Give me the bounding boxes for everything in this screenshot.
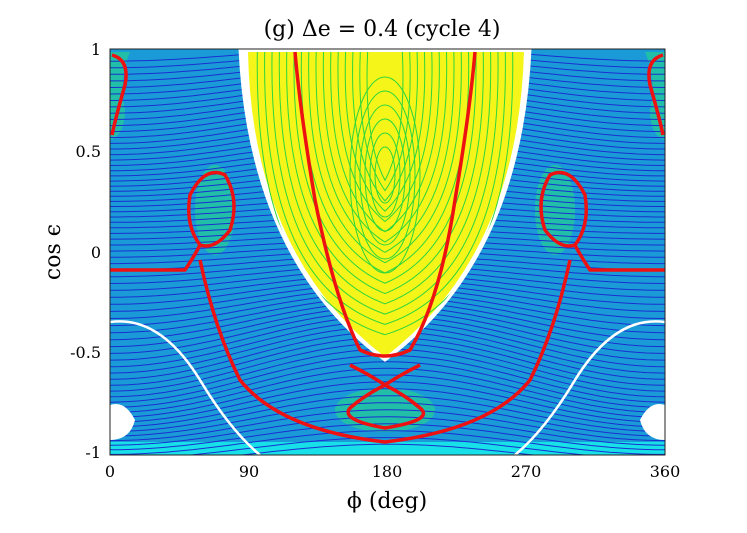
- y-axis-label: cos ϵ: [41, 224, 66, 280]
- green-contour-loop: [374, 146, 396, 204]
- green-contour-line: [271, 51, 499, 315]
- separatrix-top-right: [647, 53, 665, 136]
- green-contour-line: [359, 51, 411, 192]
- white-boundary-bottom-right: [514, 320, 665, 455]
- green-contour-loop: [359, 104, 411, 246]
- green-contour-loop: [364, 118, 406, 232]
- blue-contour-line: [110, 388, 665, 428]
- green-contour-lines: [256, 51, 514, 336]
- separatrix-center-cap: [293, 51, 477, 358]
- x-tick-label: 90: [239, 462, 259, 481]
- separatrix-right-loop: [539, 170, 665, 272]
- blue-contour-line: [110, 423, 665, 451]
- green-contour-line: [256, 51, 514, 336]
- separatrix-bottom-band: [198, 259, 572, 444]
- plot-frame: [109, 48, 666, 456]
- green-contour-line: [322, 51, 448, 243]
- white-boundary-top: [238, 49, 532, 362]
- blue-contour-line: [110, 409, 665, 442]
- y-tick-label: 1: [91, 40, 101, 59]
- blue-contour-line: [110, 416, 665, 446]
- y-tick-label: 0.5: [76, 142, 101, 161]
- blue-contour-line: [110, 49, 665, 62]
- separatrix-left-loop: [110, 170, 236, 272]
- blue-contour-line: [110, 361, 665, 408]
- green-contour-line: [366, 51, 404, 182]
- x-tick-label: 180: [372, 462, 403, 481]
- separatrix-top-left: [110, 53, 128, 136]
- x-tick-label: 270: [511, 462, 542, 481]
- forbidden-region-bottom-right: [640, 404, 665, 440]
- blue-contour-line: [110, 430, 665, 455]
- green-contour-line: [315, 51, 455, 253]
- plot-area: [110, 49, 665, 455]
- chart-title: (g) Δe = 0.4 (cycle 4): [264, 17, 501, 42]
- green-contour-line: [278, 51, 492, 305]
- x-tick-label: 360: [650, 462, 681, 481]
- y-axis: 1 0.5 0 -0.5 -1: [70, 40, 101, 462]
- green-contour-line: [308, 51, 462, 264]
- green-contour-line: [344, 51, 426, 212]
- teal-island-left: [195, 165, 235, 255]
- x-tick-label: 0: [105, 462, 115, 481]
- y-tick-label: -0.5: [70, 343, 101, 362]
- separatrix-x-crossing: [346, 363, 426, 430]
- separatrix-curves: [110, 51, 665, 444]
- blue-contour-line: [110, 402, 665, 437]
- x-axis-label: ϕ (deg): [347, 489, 427, 514]
- blue-contour-line: [110, 395, 665, 432]
- blue-contour-line: [110, 374, 665, 418]
- y-tick-label: 0: [91, 243, 101, 262]
- green-contour-loop: [354, 90, 416, 260]
- green-contour-line: [352, 51, 418, 202]
- green-contour-loop: [369, 132, 401, 218]
- yellow-region: [248, 52, 524, 357]
- green-contour-line: [264, 51, 506, 325]
- blue-contour-line: [236, 443, 539, 455]
- blue-contour-line: [110, 367, 665, 413]
- forbidden-region-bottom-left: [110, 404, 135, 440]
- white-boundary-bottom-left: [110, 320, 261, 455]
- x-axis: 0 90 180 270 360: [105, 462, 680, 481]
- green-contour-loop: [349, 76, 421, 274]
- blue-contour-line: [185, 437, 590, 455]
- y-tick-label: -1: [85, 443, 101, 462]
- green-contour-line: [286, 51, 484, 295]
- green-contour-line: [330, 51, 440, 233]
- green-contour-line: [337, 51, 433, 223]
- green-contour-line: [293, 51, 477, 284]
